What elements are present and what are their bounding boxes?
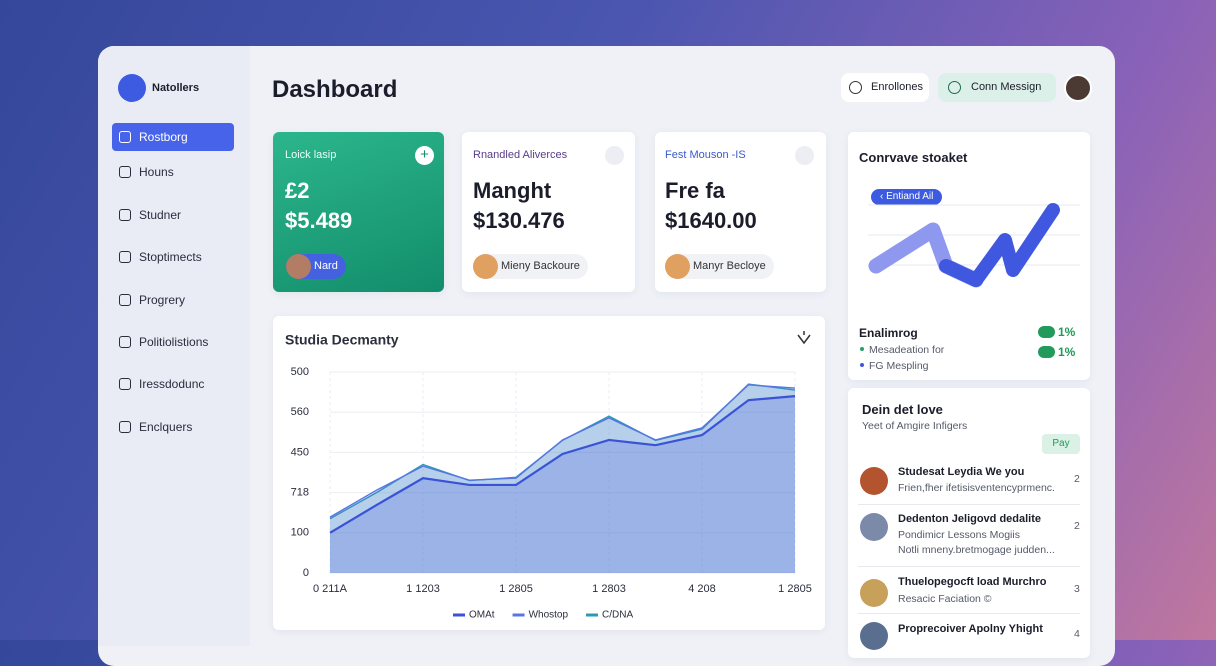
chart-title: Studia Decmanty bbox=[285, 332, 399, 348]
nav-item[interactable]: Politiolistions bbox=[112, 328, 234, 356]
item-title: Dedenton Jeligovd dedalite bbox=[898, 513, 1042, 525]
card-value: $130.476 bbox=[473, 208, 565, 233]
item-title: Studesat Leydia We you bbox=[898, 466, 1025, 478]
row-value: 1% bbox=[1058, 345, 1076, 359]
x-tick-label: 1 2805 bbox=[778, 583, 812, 595]
item-count: 3 bbox=[1074, 583, 1080, 595]
card-value: $1640.00 bbox=[665, 208, 757, 233]
line bbox=[329, 384, 796, 518]
panel-title: Dein det love bbox=[862, 402, 943, 417]
chip-label: Mieny Backoure bbox=[501, 260, 580, 272]
item-text: Frien,fher ifetisisventencyprmenc. bbox=[898, 482, 1055, 494]
card-label: Rnandled Aliverces bbox=[473, 149, 568, 161]
button[interactable]: Enrollones bbox=[841, 73, 929, 102]
nav-label: Progrery bbox=[139, 293, 186, 307]
pay-button[interactable]: Pay bbox=[1042, 434, 1080, 454]
nav-label: Houns bbox=[139, 165, 174, 179]
avatar bbox=[860, 467, 888, 495]
nav-item[interactable]: Progrery bbox=[112, 286, 234, 314]
icon bbox=[605, 146, 624, 165]
y-tick-label: 718 bbox=[291, 487, 309, 499]
nav-item[interactable]: Stoptimects bbox=[112, 243, 234, 271]
avatar bbox=[860, 579, 888, 607]
section-title: Enalimrog bbox=[859, 326, 918, 340]
nav-label: Stoptimects bbox=[139, 250, 202, 264]
nav-item[interactable]: Rostborg bbox=[112, 123, 234, 151]
chip-label: Manyr Becloye bbox=[693, 260, 766, 272]
area bbox=[330, 384, 795, 573]
item-text: Resacic Faciation © bbox=[898, 593, 992, 605]
x-tick-label: 0 211A bbox=[313, 583, 348, 595]
chip-label: Nard bbox=[314, 260, 338, 272]
card-value: Fre fa bbox=[665, 178, 725, 203]
pill[interactable]: ‹ Entiand Ail bbox=[871, 189, 943, 205]
y-tick-label: 100 bbox=[291, 527, 309, 539]
panel-title: Conrvave stoaket bbox=[859, 150, 968, 165]
nav-item[interactable]: Enclquers bbox=[112, 413, 234, 441]
nav-item[interactable]: Iressdodunc bbox=[112, 370, 234, 398]
nav-label: Studner bbox=[139, 208, 182, 222]
page-title: Dashboard bbox=[272, 76, 398, 103]
logo bbox=[118, 74, 146, 102]
button-label: Conn Messign bbox=[971, 81, 1042, 93]
card-label: Fest Mouson -IS bbox=[665, 149, 746, 161]
y-tick-label: 560 bbox=[291, 406, 309, 418]
avatar bbox=[860, 513, 888, 541]
card-value: $5.489 bbox=[285, 208, 353, 233]
item-title: Thuelopegocft load Murchro bbox=[898, 576, 1047, 588]
item-count: 2 bbox=[1074, 520, 1080, 532]
button-label: Enrollones bbox=[871, 81, 923, 93]
legend-label: C/DNA bbox=[602, 610, 633, 621]
chart: Studia Decmanty 0 100 718 450 560 500 0 211A 1 … bbox=[285, 331, 812, 621]
item-count: 4 bbox=[1074, 628, 1080, 640]
panel-subtitle: Yeet of Amgire Infigers bbox=[862, 420, 968, 432]
chart-card bbox=[273, 316, 825, 630]
row-label: Mesadeation for bbox=[869, 344, 945, 356]
x-tick-label: 4 208 bbox=[688, 583, 716, 595]
line bbox=[329, 395, 796, 534]
icon bbox=[795, 146, 814, 165]
x-tick-label: 1 2805 bbox=[499, 583, 533, 595]
card-value: £2 bbox=[285, 178, 310, 203]
nav-label: Politiolistions bbox=[139, 335, 209, 349]
sparkline bbox=[868, 203, 1080, 288]
nav-label: Enclquers bbox=[139, 420, 193, 434]
chip: Mieny Backoure bbox=[473, 254, 588, 279]
item-count: 2 bbox=[1074, 473, 1080, 485]
legend-label: Whostop bbox=[529, 610, 569, 621]
add-button[interactable]: + bbox=[415, 146, 434, 165]
item-text: Notli mneny.bretmogage judden... bbox=[898, 544, 1055, 556]
nav-item[interactable]: Studner bbox=[112, 201, 234, 229]
x-tick-label: 1 1203 bbox=[406, 583, 440, 595]
legend-label: OMAt bbox=[469, 610, 495, 621]
download-icon[interactable] bbox=[797, 331, 811, 345]
card-value: Manght bbox=[473, 178, 552, 203]
chip: Manyr Becloye bbox=[665, 254, 774, 279]
y-tick-label: 0 bbox=[303, 567, 309, 579]
nav-label: Iressdodunc bbox=[139, 377, 205, 391]
avatar[interactable] bbox=[1064, 74, 1092, 102]
y-tick-label: 500 bbox=[291, 366, 309, 378]
avatar bbox=[860, 622, 888, 650]
button[interactable]: Conn Messign bbox=[938, 73, 1056, 102]
item-text: Pondimicr Lessons Mogiis bbox=[898, 529, 1020, 541]
chip: Nard bbox=[286, 254, 346, 279]
nav-item[interactable]: Houns bbox=[112, 158, 234, 186]
row-value: 1% bbox=[1058, 325, 1076, 339]
card-label: Loick lasip bbox=[285, 149, 337, 161]
row-label: FG Mespling bbox=[869, 360, 929, 372]
item-title: Proprecoiver Apolny Yhight bbox=[898, 623, 1043, 635]
nav-label: Rostborg bbox=[139, 130, 188, 144]
y-tick-label: 450 bbox=[291, 446, 309, 458]
area bbox=[330, 384, 795, 573]
x-tick-label: 1 2803 bbox=[592, 583, 626, 595]
brand: Natollers bbox=[152, 82, 200, 94]
